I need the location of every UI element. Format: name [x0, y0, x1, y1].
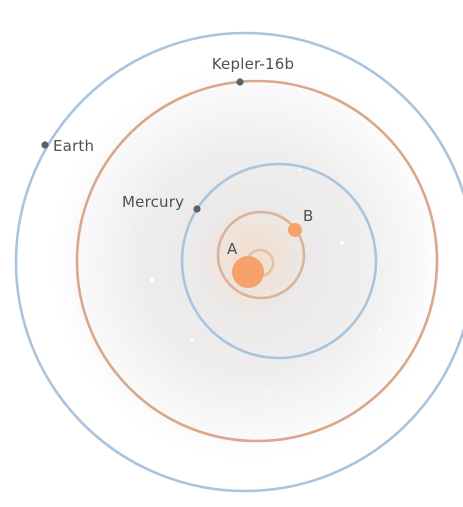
binary-star-orbit	[216, 210, 306, 300]
star-a	[232, 256, 264, 288]
star-b	[288, 223, 302, 237]
mercury-marker	[193, 205, 201, 213]
earth-marker	[41, 141, 49, 149]
star-a-label: A	[227, 240, 238, 258]
earth-orbit	[14, 31, 463, 493]
earth-label: Earth	[53, 137, 94, 155]
mercury-orbit	[180, 162, 378, 360]
kepler-16b-orbit	[75, 79, 439, 443]
mercury-label: Mercury	[122, 193, 184, 211]
kepler-16b-label: Kepler-16b	[212, 55, 294, 73]
sparkles	[126, 168, 382, 394]
kepler-16b-marker	[236, 78, 244, 86]
star-b-label: B	[303, 207, 314, 225]
